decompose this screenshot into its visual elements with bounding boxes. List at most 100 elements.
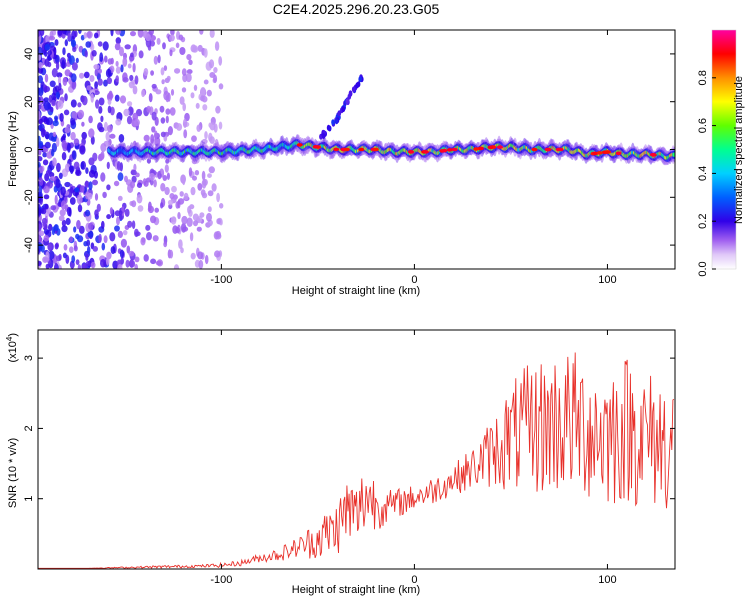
spectrogram-noise-cell bbox=[133, 118, 140, 127]
spectrogram-noise-cell bbox=[94, 81, 98, 89]
spectrogram-noise-cell bbox=[94, 32, 99, 39]
spectrogram-noise-cell bbox=[58, 82, 62, 91]
spectrogram-noise-cell bbox=[43, 100, 51, 111]
spectrogram-noise-cell bbox=[84, 50, 88, 58]
spectrogram-noise-cell bbox=[100, 172, 106, 182]
spectrogram-noise-cell bbox=[143, 180, 149, 187]
spectrogram-noise-cell bbox=[207, 190, 214, 197]
spectrogram-noise-cell bbox=[38, 170, 41, 179]
spectrogram-noise-cell bbox=[38, 236, 42, 243]
spectrogram-noise-cell bbox=[92, 246, 99, 252]
snr-xtick-label: -100 bbox=[210, 574, 232, 586]
spectrogram-noise-cell bbox=[56, 137, 60, 148]
spectrogram-noise-cell bbox=[199, 212, 205, 218]
spectrogram-noise-cell bbox=[181, 87, 187, 93]
spectrogram-hotspot bbox=[487, 145, 494, 150]
spectrogram-noise-cell bbox=[181, 68, 187, 76]
spectrogram-noise-cell bbox=[77, 109, 85, 119]
spectrogram-noise-cell bbox=[86, 85, 92, 91]
snr-scale-prefix: (x10 bbox=[7, 341, 19, 362]
spectrogram-noise-cell bbox=[150, 215, 157, 224]
spectrogram-noise-cell bbox=[38, 75, 43, 84]
spectrogram-noise-cell bbox=[61, 152, 67, 161]
spectrogram-noise-cell bbox=[41, 115, 48, 123]
spectrogram-noise-cell bbox=[60, 186, 66, 196]
snr-series-line bbox=[38, 352, 675, 569]
spectrogram-noise-cell bbox=[146, 232, 152, 241]
spectrogram-noise-cell bbox=[68, 207, 72, 217]
spectrogram-noise-cell bbox=[68, 165, 75, 173]
spectrogram-noise-cell bbox=[42, 152, 48, 158]
spectrogram-noise-cell bbox=[128, 250, 135, 257]
spectrogram-ytick-label: 0 bbox=[23, 146, 35, 152]
spectrogram-noise-cell bbox=[86, 239, 91, 247]
spectrogram-ytick-label: -20 bbox=[23, 189, 35, 205]
spectrogram-noise-cell bbox=[197, 183, 203, 191]
spectrogram-noise-cell bbox=[185, 72, 192, 83]
colorbar-tick-label: 0.6 bbox=[697, 118, 709, 133]
spectrogram-noise-cell bbox=[95, 99, 100, 109]
spectrogram-hotspot bbox=[615, 151, 622, 156]
spectrogram-noise-cell bbox=[150, 70, 155, 76]
spectrogram-panel: -100 0 100 -40 -20 0 20 40 Height of straight l… bbox=[7, 29, 676, 297]
spectrogram-hotspot bbox=[473, 147, 480, 151]
spectrogram-noise-cell bbox=[62, 252, 67, 259]
spectrogram-noise-cell bbox=[61, 139, 67, 149]
spectrogram-noise-cell bbox=[183, 129, 188, 139]
spectrogram-noise-cell bbox=[107, 92, 114, 100]
spectrogram-noise-cell bbox=[69, 236, 73, 243]
spectrogram-noise-cell bbox=[114, 42, 121, 51]
spectrogram-noise-cell bbox=[170, 30, 175, 36]
chart-title: C2E4.2025.296.20.23.G05 bbox=[273, 1, 440, 17]
colorbar-tick-label: 0.4 bbox=[697, 166, 709, 181]
colorbar-gradient bbox=[712, 30, 736, 269]
spectrogram-noise-cell bbox=[54, 194, 58, 205]
spectrogram-noise-cell bbox=[71, 255, 76, 263]
spectrogram-noise-cell bbox=[218, 83, 224, 90]
spectrogram-noise-cell bbox=[100, 258, 106, 268]
spectrogram-noise-cell bbox=[127, 220, 133, 228]
spectrogram-noise-cell bbox=[192, 47, 198, 53]
spectrogram-spur-cell bbox=[358, 76, 363, 83]
spectrogram-spur-cell bbox=[331, 119, 335, 126]
spectrogram-noise-cell bbox=[58, 172, 63, 179]
spectrogram-noise-cell bbox=[188, 59, 193, 66]
spectrogram-noise-cell bbox=[134, 75, 139, 85]
spectrogram-noise-cell bbox=[214, 250, 221, 258]
spectrogram-noise-cell bbox=[173, 264, 180, 269]
spectrogram-noise-cell bbox=[130, 169, 137, 176]
spectrogram-noise-cell bbox=[52, 120, 59, 127]
spectrogram-noise-cell bbox=[167, 199, 174, 206]
spectrogram-noise-cell bbox=[207, 173, 212, 179]
spectrogram-noise-cell bbox=[38, 62, 43, 69]
spectrogram-noise-cell bbox=[107, 105, 112, 114]
spectrogram-noise-cell bbox=[149, 35, 156, 41]
spectrogram-noise-cell bbox=[58, 253, 62, 261]
spectrogram-noise-cell bbox=[151, 83, 157, 89]
spectrogram-noise-cell bbox=[91, 50, 97, 57]
spectrogram-noise-cell bbox=[143, 134, 150, 142]
spectrogram-noise-cell bbox=[103, 235, 108, 244]
spectrogram-noise-cell bbox=[160, 202, 164, 209]
spectrogram-noise-cell bbox=[52, 131, 57, 138]
spectrogram-noise-cell bbox=[204, 131, 208, 140]
spectrogram-noise-cell bbox=[122, 56, 128, 67]
spectrogram-noise-cell bbox=[175, 226, 181, 234]
spectrogram-noise-cell bbox=[117, 264, 123, 269]
spectrogram-noise-cell bbox=[170, 89, 175, 96]
spectrogram-noise-cell bbox=[104, 55, 108, 63]
spectrogram-noise-cell bbox=[61, 30, 67, 35]
spectrogram-spur-cell bbox=[345, 98, 350, 105]
spectrogram-noise-cell bbox=[179, 47, 186, 55]
spectrogram-noise-cell bbox=[182, 118, 188, 128]
spectrogram-noise-cell bbox=[38, 148, 42, 156]
spectrogram-noise-cell bbox=[190, 252, 196, 260]
spectrogram-noise-cell bbox=[51, 226, 56, 236]
spectrogram-noise-cell bbox=[134, 256, 140, 263]
spectrogram-noise-cell bbox=[42, 221, 46, 227]
spectrogram-noise-cell bbox=[45, 118, 50, 125]
colorbar-tick-label: 0.0 bbox=[697, 261, 709, 276]
spectrogram-noise-cell bbox=[208, 166, 215, 174]
spectrogram-noise-cell bbox=[113, 180, 120, 187]
spectrogram-hotspot bbox=[557, 147, 564, 152]
